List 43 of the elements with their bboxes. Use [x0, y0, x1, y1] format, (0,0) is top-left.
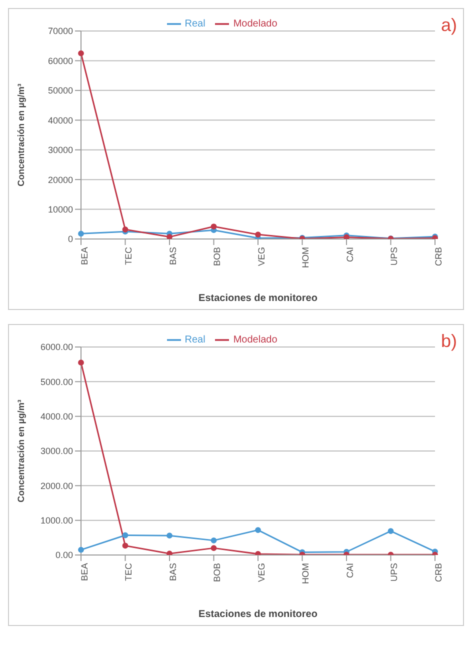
x-tick-label: TEC [124, 246, 134, 265]
y-tick-label: 6000.00 [40, 342, 73, 352]
x-tick-label: CRB [433, 247, 444, 266]
y-tick-label: 3000.00 [40, 446, 73, 456]
y-tick-label: 60000 [48, 56, 73, 66]
y-tick-label: 40000 [48, 115, 73, 126]
y-tick-label: 10000 [48, 204, 73, 214]
x-tick-label: HOM [300, 563, 311, 584]
x-tick-label: BEA [79, 563, 90, 582]
y-tick-label: 70000 [48, 26, 73, 36]
legend-label: Real [184, 18, 206, 30]
text: b) [440, 331, 457, 352]
y-tick-label: 5000.00 [40, 376, 73, 387]
x-tick-label: VEG [256, 247, 266, 266]
y-tick-label: 4000.00 [40, 412, 73, 422]
y-tick-label: 0.00 [55, 550, 73, 560]
x-tick-label: VEG [256, 563, 266, 582]
y-axis-title: Concentración en µg/m³ [16, 400, 26, 502]
x-tick-label: CAI [344, 247, 355, 262]
y-tick-label: 30000 [48, 145, 73, 156]
x-tick-label: BAS [168, 563, 178, 582]
legend-label: Modelado [233, 18, 278, 30]
x-tick-label: BOB [212, 247, 222, 266]
x-tick-label: TEC [124, 562, 134, 581]
legend-label: Real [184, 334, 206, 346]
y-tick-label: 1000.00 [40, 516, 73, 526]
y-tick-label: 2000.00 [40, 480, 73, 491]
x-tick-label: BAS [168, 247, 178, 266]
x-tick-label: UPS [389, 247, 400, 266]
x-tick-label: BOB [212, 563, 222, 582]
y-tick-label: 50000 [48, 86, 73, 96]
text: a) [440, 15, 457, 36]
x-axis-title: Estaciones de monitoreo [198, 609, 318, 620]
x-tick-label: BEA [79, 247, 90, 266]
y-axis-title: Concentración en µg/m³ [16, 84, 26, 186]
x-tick-label: UPS [389, 563, 400, 582]
legend-label: Modelado [233, 334, 278, 346]
y-tick-label: 20000 [48, 174, 73, 185]
x-tick-label: CAI [344, 563, 355, 578]
x-axis-title: Estaciones de monitoreo [198, 293, 318, 304]
y-tick-label: 0 [68, 234, 73, 244]
x-tick-label: HOM [300, 247, 311, 268]
x-tick-label: CRB [433, 563, 444, 582]
